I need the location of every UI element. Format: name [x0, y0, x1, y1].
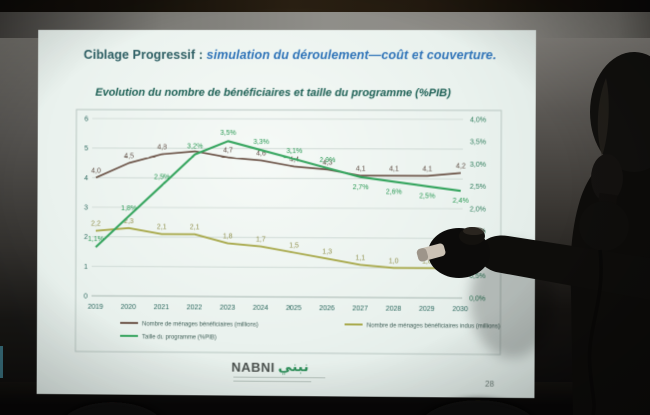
chart-data-label: 4,1	[389, 166, 399, 173]
chart-data-label: 1,1	[355, 255, 365, 262]
chart-svg: 0 1 2 3 4 5 6 0,0% 0,5% 1,0% 1,5% 2,0% 2,5% 3,0% 3,5% 4…	[72, 108, 513, 358]
chart-data-label: 4,7	[223, 147, 233, 154]
chart-data-label: 4,0	[91, 168, 101, 175]
svg-text:3,5%: 3,5%	[470, 139, 486, 146]
slide-title-prefix: Ciblage Progressif :	[83, 47, 207, 62]
x-axis-labels: 2019 2020 2021 2022 2023 2024 2025 2026 2027 2028…	[88, 304, 468, 313]
legend-label: Nombre de ménages bénéficiaires (million…	[142, 322, 258, 329]
chart-data-label: 1,8%	[121, 205, 137, 212]
chart-data-label: 3,1%	[286, 148, 302, 155]
projected-slide: Ciblage Progressif : simulation du dérou…	[36, 29, 537, 399]
left-axis-labels: 0 1 2 3 4 5 6	[84, 116, 89, 300]
right-axis-labels: 0,0% 0,5% 1,0% 1,5% 2,0% 2,5% 3,0% 3,5% 4,0%	[469, 117, 486, 303]
chart-data-label: 3,5%	[220, 130, 236, 137]
svg-text:1,5%: 1,5%	[470, 229, 486, 236]
chart-data-label: 4,2	[456, 163, 466, 170]
svg-text:2027: 2027	[352, 305, 368, 312]
chart-data-label: 4,3	[323, 160, 333, 167]
svg-text:3,0%: 3,0%	[470, 162, 486, 169]
svg-text:2,5%: 2,5%	[470, 184, 486, 191]
chart-data-label: 4,6	[256, 150, 266, 157]
svg-text:6: 6	[84, 116, 88, 123]
chart-data-label: 2,1	[190, 224, 200, 231]
nabni-logo-text: NABNI	[231, 359, 276, 375]
logo-tagline-line	[233, 376, 326, 379]
ceiling-strip	[0, 0, 650, 13]
svg-text:2028: 2028	[386, 306, 402, 313]
chart-data-label: 2,2	[91, 221, 101, 228]
svg-text:2029: 2029	[419, 306, 435, 313]
svg-text:0,0%: 0,0%	[469, 296, 485, 303]
chart-data-label: 4,5	[124, 153, 134, 160]
svg-text:4,0%: 4,0%	[470, 117, 486, 124]
svg-text:2022: 2022	[187, 304, 203, 311]
svg-text:1: 1	[84, 264, 88, 271]
chart-data-label: 2,4%	[453, 198, 469, 205]
room-right-wall	[530, 38, 650, 415]
chart-border	[75, 110, 501, 355]
svg-text:2024: 2024	[253, 305, 269, 312]
svg-text:2021: 2021	[154, 304, 170, 311]
chart-data-label: 2,5%	[154, 174, 170, 181]
chart-data-label: 1,3	[322, 249, 332, 256]
svg-text:2019: 2019	[88, 304, 104, 311]
nabni-logo: NABNI نبني	[231, 358, 326, 383]
legend-label: Taille du programme (%PIB)	[142, 334, 217, 341]
chart-data-label: 2,9%	[320, 157, 336, 164]
chart-data-label: 1,0	[455, 258, 465, 265]
chart-title: Evolution du nombre de bénéficiaires et …	[95, 86, 451, 100]
chart-data-label: 4,8	[157, 144, 167, 151]
series-line	[96, 228, 461, 268]
logo-tagline-line	[233, 380, 312, 383]
svg-text:2026: 2026	[319, 305, 335, 312]
chart-data-label: 2,6%	[386, 189, 402, 196]
svg-text:2030: 2030	[452, 306, 468, 313]
chart-data-label: 2,3	[124, 218, 134, 225]
svg-text:2023: 2023	[220, 305, 236, 312]
chart-data-label: 4,1	[422, 166, 432, 173]
svg-text:1,0%: 1,0%	[469, 251, 485, 258]
chart-data-label: 3,2%	[187, 143, 203, 150]
slide-title-emphasis: simulation du déroulement—coût et couver…	[206, 47, 497, 63]
chart-data-label: 2,1	[157, 224, 167, 231]
chart-data-label: 4,1	[356, 166, 366, 173]
chart-data-label: 1,5	[289, 243, 299, 250]
svg-text:0,5%: 0,5%	[469, 273, 485, 280]
screen-left-border	[0, 38, 40, 415]
slide-title: Ciblage Progressif : simulation du dérou…	[84, 48, 497, 62]
chart-data-label: 3,3%	[253, 139, 269, 146]
svg-text:2025: 2025	[286, 305, 302, 312]
svg-text:3: 3	[84, 205, 88, 212]
chart-series-1: 2,2 2,3 2,1 2,1 1,8 1,7 1,5 1,3 1,1 1,0 1,0 1,0	[91, 218, 465, 268]
page-number: 28	[485, 379, 495, 389]
chart-gridlines	[92, 119, 463, 299]
chart-data-label: 1,7	[256, 236, 266, 243]
svg-text:0: 0	[84, 293, 88, 300]
svg-text:2: 2	[84, 234, 88, 241]
svg-text:5: 5	[84, 146, 88, 153]
chart-data-label: 2,7%	[353, 184, 369, 191]
chart-data-label: 1,0	[389, 258, 399, 265]
chart-data-label: 1,1%	[88, 236, 104, 243]
chart-data-label: 1,0	[422, 258, 432, 265]
nabni-logo-arabic: نبني	[277, 358, 309, 376]
legend-label: Nombre de ménages bénéficiaires indus (m…	[367, 323, 501, 330]
chart-data-label: 1,8	[223, 233, 233, 240]
chart-series-2: 1,1% 1,8% 2,5% 3,2% 3,5% 3,3% 3,1% 2,9% 2,7% 2,6%…	[88, 130, 469, 249]
chart-data-label: 2,5%	[419, 193, 435, 200]
chart-legend: Nombre de ménages bénéficiaires (million…	[120, 321, 501, 341]
svg-text:2020: 2020	[121, 304, 137, 311]
svg-text:4: 4	[84, 175, 88, 182]
svg-text:2,0%: 2,0%	[470, 206, 486, 213]
